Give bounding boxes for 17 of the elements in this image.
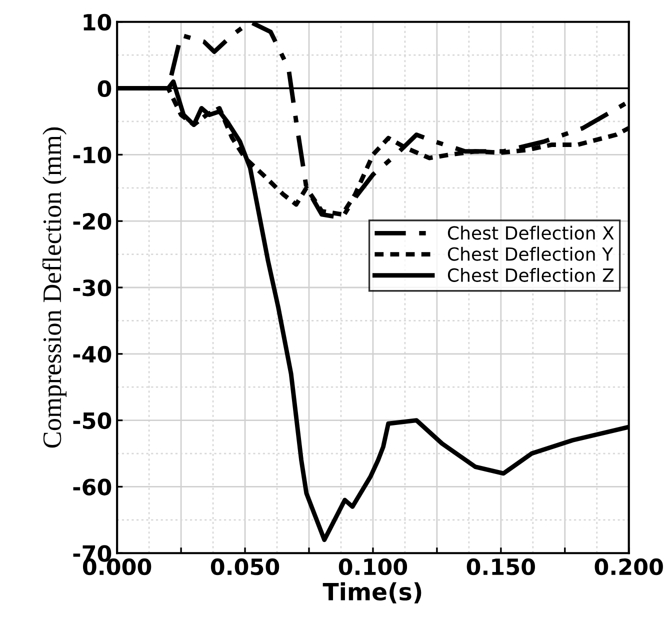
y-tick-label: -20 <box>73 213 112 230</box>
legend-label: Chest Deflection X <box>448 226 614 240</box>
y-tick-label: -60 <box>73 478 112 496</box>
x-axis-title: Time(s) <box>322 582 422 604</box>
y-tick-label: -10 <box>73 146 112 164</box>
y-tick-label: -30 <box>73 279 112 296</box>
y-tick-label: -40 <box>73 346 112 363</box>
legend-label: Chest Deflection Y <box>448 246 614 261</box>
x-tick-label: 0.150 <box>466 558 535 576</box>
legend-label: Chest Deflection Z <box>448 268 614 282</box>
y-tick-label: 10 <box>84 14 112 31</box>
y-tick-label: 0 <box>98 80 112 98</box>
y-tick-label: -50 <box>73 412 112 430</box>
x-tick-label: 0.050 <box>210 558 280 576</box>
y-axis-title: Compression Deflection (mm) <box>42 127 67 448</box>
x-tick-label: 0.200 <box>594 558 663 576</box>
x-tick-label: 0.100 <box>338 558 408 576</box>
